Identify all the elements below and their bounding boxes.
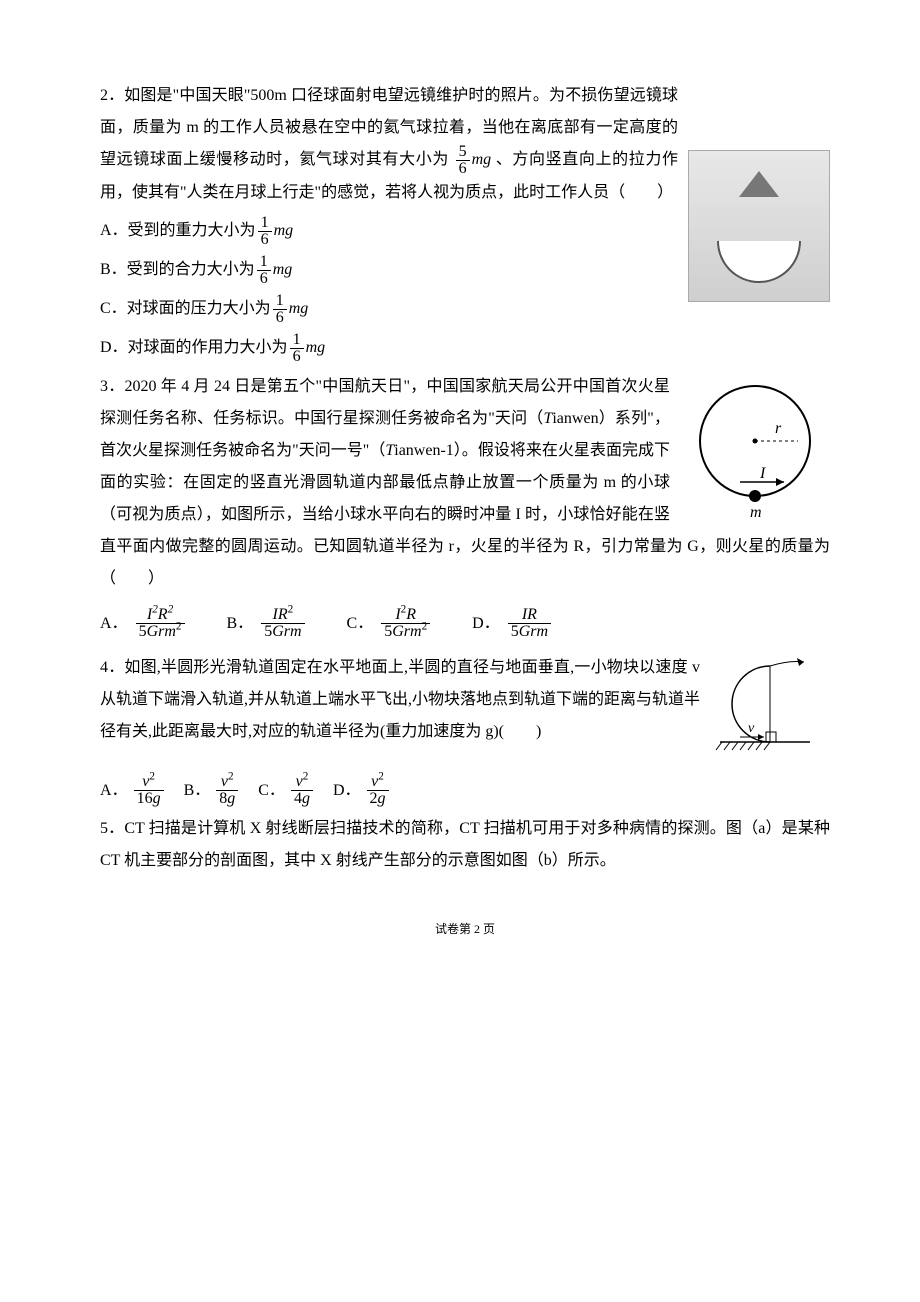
q3-opt-b: B． IR25Grm bbox=[227, 607, 307, 640]
q4-opt-b: B．v28g bbox=[184, 774, 241, 807]
q3-b-den: 5Grm bbox=[261, 624, 304, 640]
q2-number: 2． bbox=[100, 87, 124, 104]
q3-b-num: IR2 bbox=[261, 607, 304, 624]
figure-semicircle-track: v bbox=[710, 652, 830, 762]
q3-d-den: 5Grm bbox=[508, 624, 551, 640]
q5-text: CT 扫描是计算机 X 射线断层扫描技术的简称，CT 扫描机可用于对多种病情的探… bbox=[100, 820, 830, 869]
q2-a-label: A．受到的重力大小为 bbox=[100, 222, 256, 239]
figure-circle-track: r I m bbox=[680, 371, 830, 521]
q4-opt-a: A．v216g bbox=[100, 774, 166, 807]
q3-a-den: 5Grm2 bbox=[136, 624, 185, 640]
q2-frac-var: mg bbox=[472, 151, 492, 168]
q3-c-den: 5Grm2 bbox=[381, 624, 430, 640]
q3-opt-a: A． I2R25Grm2 bbox=[100, 607, 187, 640]
q3-opt-c: C． I2R5Grm2 bbox=[347, 607, 433, 640]
q2-c-frac: 16 bbox=[273, 293, 287, 326]
frac-den: 6 bbox=[456, 161, 470, 177]
q5-number: 5． bbox=[100, 820, 124, 837]
q4-opt-d: D．v22g bbox=[333, 774, 391, 807]
q4-number: 4． bbox=[100, 659, 124, 676]
q4-text: 如图,半圆形光滑轨道固定在水平地面上,半圆的直径与地面垂直,一小物块以速度 v … bbox=[100, 659, 700, 740]
q3-number: 3． bbox=[100, 378, 125, 395]
q3-d-num: IR bbox=[508, 607, 551, 624]
figure-telescope bbox=[688, 150, 830, 302]
q2-b-frac: 16 bbox=[257, 254, 271, 287]
q3-opt-d: D． IR5Grm bbox=[472, 607, 553, 640]
fig-m-label: m bbox=[750, 504, 762, 521]
frac-num: 5 bbox=[456, 144, 470, 161]
q2-a-frac: 16 bbox=[258, 215, 272, 248]
fig-r-label: r bbox=[775, 420, 782, 437]
fig-v-label: v bbox=[748, 721, 755, 736]
q4-options: A．v216g B．v28g C．v24g D．v22g bbox=[100, 774, 830, 807]
fig-i-label: I bbox=[759, 465, 766, 482]
q2-fraction: 5 6 bbox=[456, 144, 470, 177]
q5-body: 5．CT 扫描是计算机 X 射线断层扫描技术的简称，CT 扫描机可用于对多种病情… bbox=[100, 813, 830, 877]
q2-opt-d: D．对球面的作用力大小为16mg bbox=[100, 332, 830, 365]
q2-b-label: B．受到的合力大小为 bbox=[100, 261, 255, 278]
q3-options: A． I2R25Grm2 B． IR25Grm C． I2R5Grm2 D． I… bbox=[100, 607, 830, 640]
q4-opt-c: C．v24g bbox=[258, 774, 315, 807]
q2-c-label: C．对球面的压力大小为 bbox=[100, 300, 271, 317]
q2-d-label: D．对球面的作用力大小为 bbox=[100, 339, 288, 356]
page-footer: 试卷第 2 页 bbox=[100, 917, 830, 941]
q2-d-frac: 16 bbox=[290, 332, 304, 365]
page-content: 2．如图是"中国天眼"500m 口径球面射电望远镜维护时的照片。为不损伤望远镜球… bbox=[100, 80, 830, 877]
